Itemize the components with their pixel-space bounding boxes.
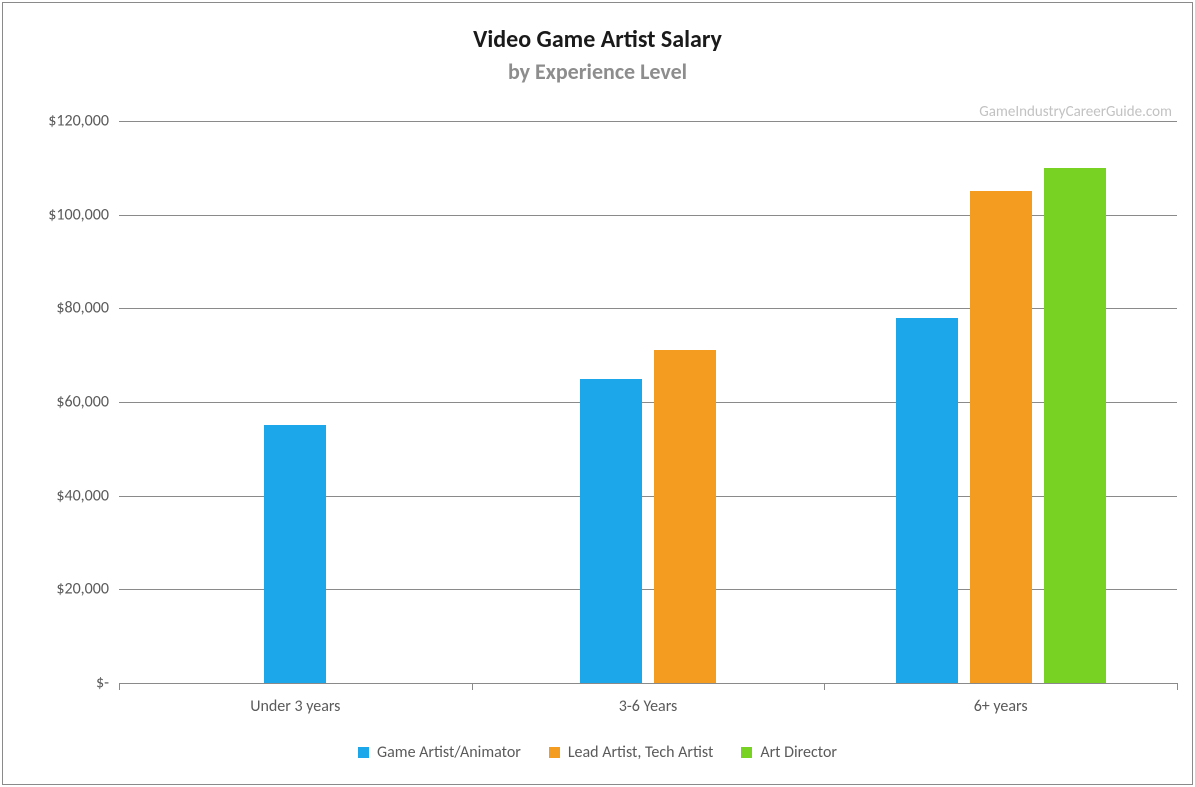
legend-item: Art Director xyxy=(741,743,837,762)
y-axis-label: $40,000 xyxy=(56,486,119,505)
legend-item: Game Artist/Animator xyxy=(358,743,521,762)
y-gridline xyxy=(119,121,1177,122)
chart-subtitle: by Experience Level xyxy=(3,58,1192,85)
legend-label: Art Director xyxy=(760,743,837,762)
y-axis-label: $20,000 xyxy=(56,580,119,599)
x-axis-label: 3-6 Years xyxy=(619,683,678,716)
x-axis-tick xyxy=(824,683,825,690)
y-axis-label: $60,000 xyxy=(56,393,119,412)
y-axis-label: $80,000 xyxy=(56,299,119,318)
plot-area: $-$20,000$40,000$60,000$80,000$100,000$1… xyxy=(119,121,1177,683)
x-axis-tick xyxy=(1177,683,1178,690)
legend-item: Lead Artist, Tech Artist xyxy=(549,743,713,762)
bar xyxy=(580,379,642,683)
chart-title: Video Game Artist Salary xyxy=(3,25,1192,54)
x-axis-tick xyxy=(119,683,120,690)
legend-swatch xyxy=(549,747,560,758)
bar xyxy=(896,318,958,683)
bar xyxy=(654,350,716,683)
watermark-text: GameIndustryCareerGuide.com xyxy=(979,103,1172,121)
y-axis-label: $- xyxy=(96,674,119,693)
x-axis-label: 6+ years xyxy=(974,683,1028,716)
chart-frame: Video Game Artist Salary by Experience L… xyxy=(2,2,1193,785)
bar xyxy=(264,425,326,683)
y-axis-label: $100,000 xyxy=(48,205,119,224)
legend: Game Artist/Animator Lead Artist, Tech Ar… xyxy=(3,743,1192,762)
legend-label: Lead Artist, Tech Artist xyxy=(568,743,713,762)
legend-swatch xyxy=(358,747,369,758)
bar xyxy=(970,191,1032,683)
legend-label: Game Artist/Animator xyxy=(377,743,521,762)
chart-title-block: Video Game Artist Salary by Experience L… xyxy=(3,25,1192,85)
bar xyxy=(1044,168,1106,683)
y-axis-label: $120,000 xyxy=(48,112,119,131)
x-axis-label: Under 3 years xyxy=(250,683,340,716)
legend-swatch xyxy=(741,747,752,758)
x-axis-tick xyxy=(472,683,473,690)
